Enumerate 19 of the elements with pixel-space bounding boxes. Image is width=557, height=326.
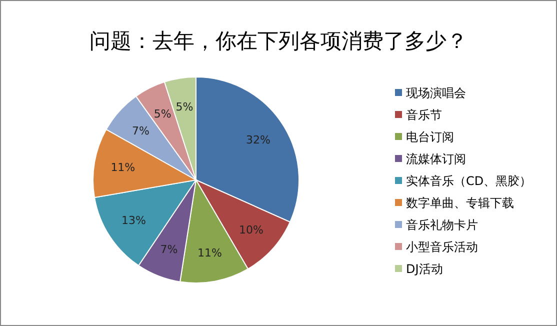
data-label: 11% <box>198 246 222 260</box>
data-label: 7% <box>160 242 178 256</box>
data-label: 7% <box>132 124 150 138</box>
legend-label: 流媒体订阅 <box>406 152 466 166</box>
legend-label: 音乐礼物卡片 <box>406 218 478 232</box>
data-label: 10% <box>238 223 264 236</box>
chart-title: 问题：去年，你在下列各项消费了多少？ <box>90 29 468 53</box>
data-label: 11% <box>110 161 136 174</box>
data-label: 5% <box>176 100 194 114</box>
data-label: 32% <box>246 133 270 146</box>
legend-label: 电台订阅 <box>406 130 454 144</box>
data-label: 5% <box>154 108 172 121</box>
legend-label: DJ活动 <box>406 262 443 276</box>
legend-label: 音乐节 <box>406 108 442 122</box>
legend-label: 实体音乐（CD、黑胶） <box>406 174 532 188</box>
legend-label: 现场演唱会 <box>406 86 466 100</box>
legend-label: 数字单曲、专辑下载 <box>406 196 514 210</box>
legend-label: 小型音乐活动 <box>406 240 478 254</box>
data-label: 13% <box>122 214 146 228</box>
